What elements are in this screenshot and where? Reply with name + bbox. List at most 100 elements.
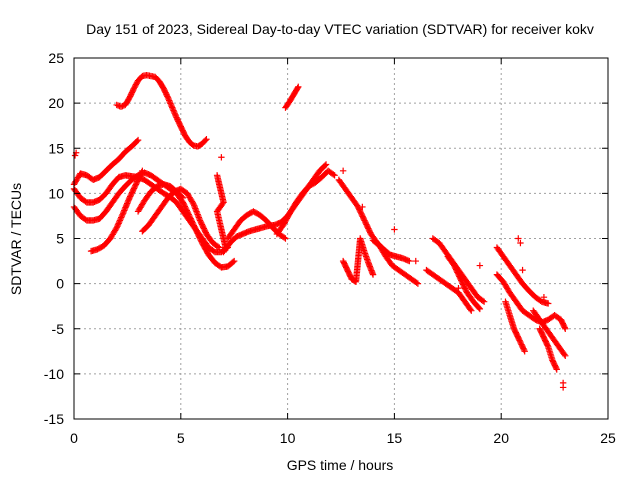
series-arc-k xyxy=(282,83,302,111)
data-point-marker xyxy=(544,342,551,349)
data-point-marker xyxy=(339,167,347,175)
data-point-marker xyxy=(515,235,522,242)
y-tick-label: -10 xyxy=(44,366,64,382)
data-point-marker xyxy=(540,293,548,301)
chart-title: Day 151 of 2023, Sidereal Day-to-day VTE… xyxy=(86,21,594,37)
data-point-marker xyxy=(114,102,122,109)
data-point-marker xyxy=(406,257,413,265)
series-arc-q xyxy=(423,266,475,314)
series-arc-s xyxy=(493,244,552,307)
data-point-marker xyxy=(118,214,125,221)
series-arc-f xyxy=(139,185,223,251)
data-point-marker xyxy=(476,305,484,313)
data-point-marker xyxy=(170,108,178,116)
series-arc-r xyxy=(444,253,484,313)
series-arc-v xyxy=(530,307,569,360)
data-points xyxy=(70,71,569,391)
data-point-marker xyxy=(164,94,172,101)
data-point-marker xyxy=(113,224,120,231)
data-point-marker xyxy=(202,137,209,144)
data-point-marker xyxy=(189,199,197,207)
x-tick-label: 20 xyxy=(493,430,509,446)
data-point-marker xyxy=(517,239,524,247)
data-point-marker xyxy=(179,194,187,202)
data-point-marker xyxy=(167,100,174,107)
data-point-marker xyxy=(139,167,146,175)
data-point-marker xyxy=(282,235,289,242)
data-point-marker xyxy=(479,297,487,304)
data-point-marker xyxy=(167,101,175,109)
x-tick-label: 15 xyxy=(387,430,403,446)
data-point-marker xyxy=(467,306,474,313)
data-point-marker xyxy=(231,257,238,265)
x-tick-label: 5 xyxy=(177,430,185,446)
x-tick-label: 10 xyxy=(280,430,296,446)
y-tick-label: -15 xyxy=(44,411,64,427)
x-tick-label: 25 xyxy=(600,430,616,446)
data-point-marker xyxy=(321,162,329,169)
data-point-marker xyxy=(138,168,145,176)
data-point-marker xyxy=(475,304,483,312)
data-point-marker xyxy=(118,212,126,220)
series-arc-j xyxy=(273,167,338,238)
data-point-marker xyxy=(116,218,123,226)
y-tick-label: 25 xyxy=(48,50,64,66)
data-point-marker xyxy=(294,84,301,92)
data-point-marker xyxy=(359,203,366,211)
data-point-marker xyxy=(280,234,288,241)
data-point-marker xyxy=(172,111,179,118)
data-point-marker xyxy=(216,244,223,251)
data-point-marker xyxy=(119,211,126,218)
data-point-marker xyxy=(552,364,560,372)
data-point-marker xyxy=(117,103,125,110)
data-point-marker xyxy=(391,226,398,233)
data-point-marker xyxy=(171,110,178,117)
data-point-marker xyxy=(117,215,124,223)
series-arc-o xyxy=(369,237,422,287)
data-point-marker xyxy=(168,103,175,110)
data-point-marker xyxy=(169,105,177,113)
data-point-marker xyxy=(229,258,237,266)
data-point-marker xyxy=(119,102,126,110)
data-point-marker xyxy=(203,136,210,143)
data-point-marker xyxy=(170,107,177,114)
y-tick-label: 20 xyxy=(48,95,64,111)
data-point-marker xyxy=(476,262,484,269)
data-point-marker xyxy=(112,225,120,233)
data-point-marker xyxy=(414,280,422,287)
y-axis-label: SDTVAR / TECUs xyxy=(8,183,24,295)
x-tick-label: 0 xyxy=(70,430,78,446)
data-point-marker xyxy=(330,171,337,178)
y-tick-label: 10 xyxy=(48,185,64,201)
series-arc-b xyxy=(70,136,142,188)
data-point-marker xyxy=(561,351,568,358)
y-tick-label: -5 xyxy=(52,321,65,337)
data-point-marker xyxy=(412,257,419,265)
data-point-marker xyxy=(413,279,420,286)
data-point-marker xyxy=(166,98,174,106)
series-arc-u xyxy=(502,298,528,355)
series-arc-l xyxy=(213,172,229,251)
series-arc-m xyxy=(335,176,413,265)
data-point-marker xyxy=(165,95,172,103)
axis-ticks: 0 5 10 15 20 25 -15 -10 -5 0 5 10 15 20 25 xyxy=(44,50,616,446)
data-point-marker xyxy=(480,298,488,305)
data-point-marker xyxy=(133,137,141,145)
data-point-marker xyxy=(322,161,330,168)
data-point-marker xyxy=(113,101,120,109)
data-point-marker xyxy=(544,300,552,307)
data-point-marker xyxy=(116,217,124,224)
data-point-marker xyxy=(114,221,122,228)
series-arc-c xyxy=(70,172,231,256)
data-point-marker xyxy=(214,243,222,250)
data-point-marker xyxy=(169,104,176,111)
data-point-marker xyxy=(134,136,142,144)
y-tick-label: 15 xyxy=(48,140,64,156)
data-point-marker xyxy=(331,172,338,179)
data-point-marker xyxy=(115,220,122,227)
series-arc-a xyxy=(113,71,210,150)
data-point-marker xyxy=(369,271,377,278)
data-point-marker xyxy=(468,307,475,314)
data-point-marker xyxy=(222,244,229,251)
